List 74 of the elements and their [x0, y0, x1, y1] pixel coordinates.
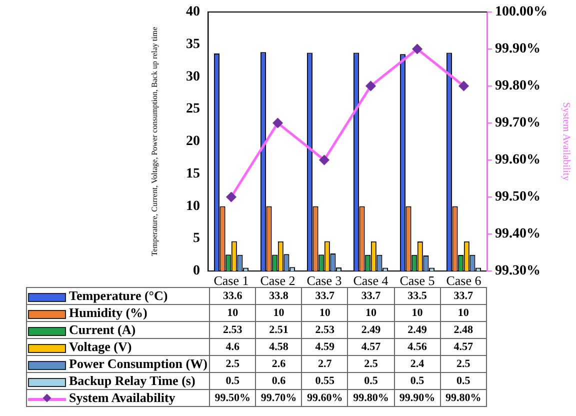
y2-tick-label: 99.90% [495, 42, 540, 57]
y-axis-title: Temperature, Current, Voltage, Power consumption, Back up relay time [150, 26, 159, 256]
y2-tick-label: 99.30% [495, 264, 540, 279]
data-label: 0.5 [210, 372, 256, 390]
y2-tick-label: 99.40% [495, 226, 540, 242]
y-tick-label: 15 [186, 166, 200, 182]
data-label: 2.49 [394, 322, 440, 338]
data-label: 33.7 [348, 288, 394, 304]
legend-label: Humidity (%) [26, 304, 210, 322]
y2-tick-label: 100.00% [495, 4, 548, 20]
data-label: 2.53 [210, 322, 256, 338]
y-tick-label: 25 [186, 102, 200, 117]
data-label: 0.6 [256, 372, 302, 390]
y-tick-label: 30 [186, 69, 200, 84]
data-label: 0.55 [302, 372, 348, 390]
data-label: 0.5 [394, 372, 440, 390]
data-label: 10 [302, 304, 348, 322]
data-label: 33.5 [394, 288, 440, 304]
x-tick-label: Case 6 [446, 273, 482, 288]
data-label: 2.51 [256, 322, 302, 338]
data-label: 2.7 [302, 356, 348, 372]
data-label: 0.5 [440, 372, 486, 390]
data-label: 4.57 [440, 338, 486, 356]
y2-axis-title: System Availability [560, 102, 572, 181]
x-tick-label: Case 2 [260, 273, 296, 288]
y-tick-label: 5 [193, 231, 200, 246]
x-tick-label: Case 5 [400, 273, 435, 288]
legend-label: Temperature (°C) [26, 288, 210, 304]
data-label: 4.57 [348, 338, 394, 356]
data-label: 99.60% [302, 390, 348, 406]
legend-label: Backup Relay Time (s) [26, 372, 210, 390]
data-label: 33.8 [256, 288, 302, 304]
data-label: 2.48 [440, 322, 486, 338]
data-label: 2.6 [256, 356, 302, 372]
y-tick-label: 20 [186, 134, 200, 150]
data-label: 4.6 [210, 338, 256, 356]
y-tick-label: 0 [193, 264, 200, 279]
data-label: 10 [210, 304, 256, 322]
y-tick-label: 35 [186, 36, 200, 52]
data-label: 33.7 [440, 288, 486, 304]
data-label: 99.50% [210, 390, 256, 406]
legend-label: System Availability [26, 390, 210, 406]
y2-tick-label: 99.80% [495, 78, 540, 94]
data-label: 0.5 [348, 372, 394, 390]
data-label: 2.4 [394, 356, 440, 372]
legend-label: Power Consumption (W) [26, 356, 210, 372]
data-label: 4.59 [302, 338, 348, 356]
legend-label: Voltage (V) [26, 338, 210, 356]
data-label: 99.70% [256, 390, 302, 406]
x-tick-label: Case 1 [214, 273, 249, 288]
data-label: 99.80% [440, 390, 486, 406]
data-label: 33.6 [210, 288, 256, 304]
data-label: 33.7 [302, 288, 348, 304]
data-label: 2.5 [348, 356, 394, 372]
y-tick-label: 40 [186, 4, 200, 20]
data-label: 4.56 [394, 338, 440, 356]
y2-tick-label: 99.60% [495, 152, 540, 168]
legend-label: Current (A) [26, 322, 210, 338]
data-label: 2.49 [348, 322, 394, 338]
y2-tick-label: 99.50% [495, 190, 540, 205]
data-label: 2.5 [210, 356, 256, 372]
data-label: 10 [256, 304, 302, 322]
data-label: 4.58 [256, 338, 302, 356]
y-tick-label: 10 [186, 198, 200, 214]
x-tick-label: Case 4 [353, 273, 389, 288]
data-label: 99.80% [348, 390, 394, 406]
data-label: 10 [394, 304, 440, 322]
x-tick-label: Case 3 [306, 273, 342, 288]
data-label: 10 [440, 304, 486, 322]
data-label: 99.90% [394, 390, 440, 406]
data-label: 2.5 [440, 356, 486, 372]
data-label: 2.53 [302, 322, 348, 338]
y2-tick-label: 99.70% [495, 116, 540, 131]
data-label: 10 [348, 304, 394, 322]
